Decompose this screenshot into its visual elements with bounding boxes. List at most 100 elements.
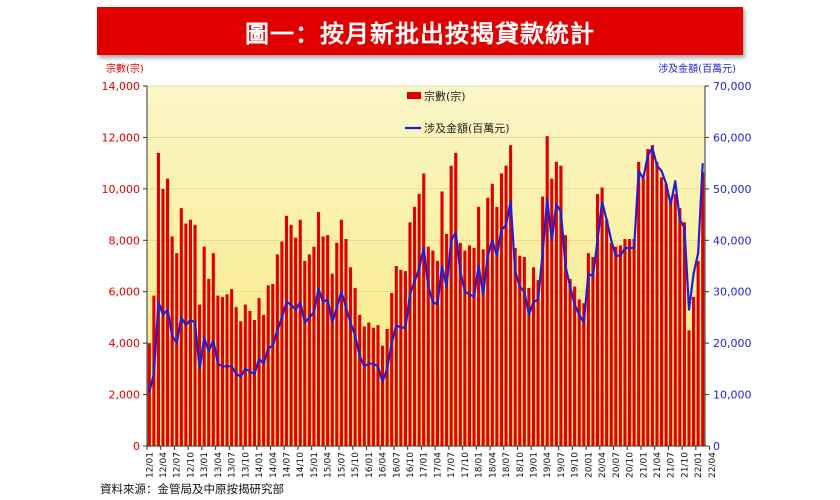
bar-count <box>234 307 238 446</box>
bar-count <box>682 222 686 446</box>
x-tick-label: 16/07 <box>392 452 402 478</box>
y-left-tick-label: 4,000 <box>109 337 141 350</box>
x-tick-label: 19/01 <box>529 452 539 478</box>
bar-count <box>467 245 472 446</box>
legend-label-amounts: 涉及金額(百萬元) <box>424 121 510 135</box>
bar-count <box>298 219 302 446</box>
x-tick-label: 20/10 <box>626 452 636 478</box>
x-tick-label: 21/04 <box>653 452 663 478</box>
x-tick-label: 18/07 <box>502 452 512 478</box>
x-tick-label: 15/07 <box>337 452 347 478</box>
x-tick-label: 14/10 <box>296 452 306 478</box>
bar-count <box>454 152 458 447</box>
chart-legend: 宗數(宗) 涉及金額(百萬元) <box>405 89 510 135</box>
x-tick-label: 22/04 <box>708 452 718 478</box>
y-left-tick-label: 8,000 <box>109 234 141 247</box>
bar-count <box>477 206 481 446</box>
bar-count <box>440 191 444 446</box>
x-tick-label: 16/04 <box>379 452 389 478</box>
bar-count <box>632 239 636 446</box>
bar-count <box>367 322 371 446</box>
bar-count <box>266 285 270 446</box>
bar-count <box>646 149 650 446</box>
bar-count <box>358 314 362 446</box>
bar-count <box>321 236 325 446</box>
x-tick-label: 18/10 <box>516 452 526 478</box>
x-tick-label: 12/01 <box>145 452 155 478</box>
bar-count <box>518 255 522 446</box>
y-left-tick-label: 12,000 <box>102 131 141 144</box>
x-tick-label: 17/04 <box>433 452 443 478</box>
bar-count <box>408 222 412 446</box>
bar-count <box>495 206 499 446</box>
x-tick-label: 15/10 <box>351 452 361 478</box>
bar-count <box>390 293 394 446</box>
bar-count <box>280 241 284 446</box>
y-left-tick-label: 14,000 <box>102 80 141 93</box>
bar-count <box>605 219 609 446</box>
bar-count <box>339 219 343 446</box>
bar-count <box>262 314 266 446</box>
bar-count <box>362 326 366 446</box>
bar-count <box>541 196 545 446</box>
bar-count <box>216 295 220 446</box>
bar-count <box>586 253 590 446</box>
x-tick-label: 14/01 <box>255 452 265 478</box>
bar-count <box>531 267 536 446</box>
bar-count <box>344 239 348 446</box>
bar-count <box>413 206 417 446</box>
bar-count <box>573 286 577 446</box>
bar-count <box>376 325 380 446</box>
y-left-tick-label: 6,000 <box>109 286 141 299</box>
bar-count <box>188 219 193 446</box>
y-right-tick-label: 40,000 <box>713 234 752 247</box>
y-right-tick-label: 20,000 <box>713 337 752 350</box>
x-tick-label: 22/01 <box>694 452 704 478</box>
bar-count <box>252 320 257 446</box>
bar-count <box>289 224 293 446</box>
bar-count <box>701 172 705 446</box>
bar-count <box>664 183 668 446</box>
bar-count <box>641 178 645 446</box>
bar-count <box>275 254 279 446</box>
x-tick-label: 16/01 <box>365 452 375 478</box>
x-tick-label: 17/10 <box>461 452 471 478</box>
axes: 0 2,000 4,000 6,000 8,000 10,000 12,000 14,000 0… <box>102 80 752 478</box>
x-tick-label: 12/10 <box>186 452 196 478</box>
title-banner: 圖一：按月新批出按揭貸款統計 <box>97 7 743 55</box>
bar-count <box>156 152 160 447</box>
bar-count <box>426 246 430 446</box>
y-right-tick-label: 30,000 <box>713 286 752 299</box>
line-series-amounts <box>148 146 704 393</box>
bar-count <box>394 266 398 446</box>
bar-count <box>431 250 435 446</box>
bar-count <box>161 188 165 447</box>
x-tick-label: 17/01 <box>420 452 430 478</box>
bar-count <box>692 296 696 446</box>
bar-count <box>623 239 627 446</box>
bar-count <box>504 165 508 446</box>
bar-count <box>595 194 600 446</box>
bar-count <box>403 271 407 446</box>
bar-count <box>220 296 225 446</box>
x-tick-label: 20/01 <box>584 452 594 478</box>
y-right-tick-label: 50,000 <box>713 183 752 196</box>
legend-swatch-counts <box>407 92 421 99</box>
bar-count <box>490 183 494 446</box>
bar-count <box>257 298 261 446</box>
x-tick-label: 21/10 <box>680 452 690 478</box>
x-tick-label: 19/04 <box>543 452 553 478</box>
legend-label-counts: 宗數(宗) <box>424 89 466 103</box>
y-right-axis-label: 涉及金額(百萬元) <box>658 62 736 75</box>
bar-count <box>563 235 568 446</box>
x-tick-label: 16/10 <box>406 452 416 478</box>
y-right-tick-label: 0 <box>713 440 720 453</box>
y-right-tick-label: 10,000 <box>713 389 752 402</box>
bar-count <box>179 208 183 446</box>
x-tick-label: 13/07 <box>228 452 238 478</box>
bar-count <box>637 161 641 447</box>
bar-count <box>655 161 659 447</box>
bar-count <box>193 224 197 446</box>
bar-count <box>284 215 289 446</box>
bar-count <box>348 267 353 446</box>
